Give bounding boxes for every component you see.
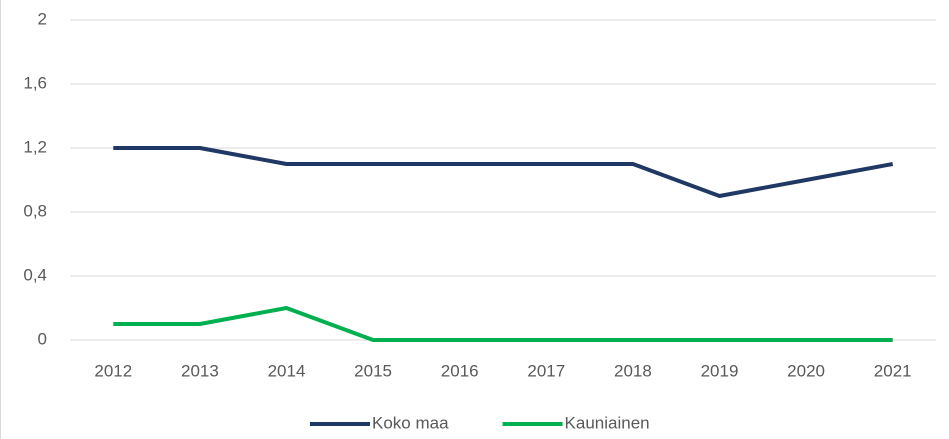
y-tick-label: 0,4 bbox=[23, 265, 47, 284]
x-tick-label: 2016 bbox=[441, 361, 479, 380]
legend-label: Kauniainen bbox=[565, 413, 650, 432]
y-tick-label: 2 bbox=[38, 9, 47, 28]
x-tick-label: 2018 bbox=[614, 361, 652, 380]
y-tick-label: 0 bbox=[38, 329, 47, 348]
series-line bbox=[113, 306, 893, 342]
y-tick-label: 1,2 bbox=[23, 137, 47, 156]
x-tick-label: 2014 bbox=[268, 361, 306, 380]
x-tick-label: 2019 bbox=[701, 361, 739, 380]
x-tick-label: 2017 bbox=[527, 361, 565, 380]
x-tick-label: 2021 bbox=[874, 361, 912, 380]
x-tick-label: 2020 bbox=[787, 361, 825, 380]
x-tick-label: 2013 bbox=[181, 361, 219, 380]
y-tick-label: 1,6 bbox=[23, 73, 47, 92]
x-tick-label: 2012 bbox=[94, 361, 132, 380]
series-line bbox=[113, 146, 894, 198]
y-tick-label: 0,8 bbox=[23, 201, 47, 220]
legend-label: Koko maa bbox=[372, 413, 449, 432]
x-tick-label: 2015 bbox=[354, 361, 392, 380]
